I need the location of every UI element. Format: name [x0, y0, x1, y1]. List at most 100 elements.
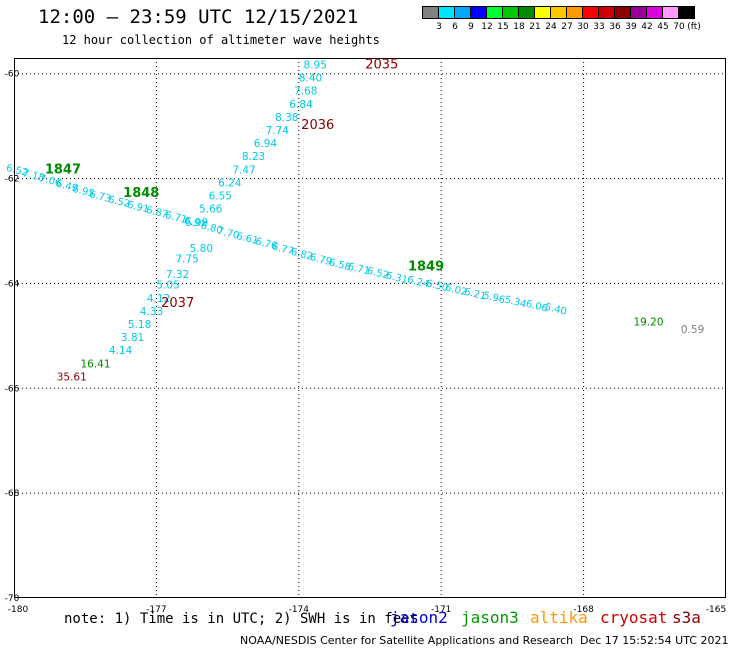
swh-value-label: 7.32 [166, 269, 189, 281]
swh-value-label: 19.20 [633, 316, 663, 328]
footer-note: note: 1) Time is in UTC; 2) SWH is in fe… [64, 611, 419, 627]
longitude-tick-label: -165 [706, 605, 726, 615]
color-legend-tick: 70 [673, 22, 685, 32]
color-swatch [662, 6, 679, 19]
swh-value-label: 6.87 [145, 205, 169, 221]
pass-time-label: 2035 [365, 57, 398, 72]
color-legend-tick: 24 [545, 22, 557, 32]
pass-time-label: 2037 [161, 296, 194, 311]
pass-time-label: 1849 [408, 259, 444, 274]
latitude-tick-label: -70 [5, 594, 20, 604]
swh-value-label: 6.24 [406, 275, 430, 291]
color-swatch [630, 6, 647, 19]
swh-value-label: 6.95 [71, 184, 95, 200]
swh-value-label: 8.40 [299, 73, 322, 85]
swh-value-label: 16.41 [80, 358, 110, 370]
satellite-legend-altika: altika [530, 608, 588, 627]
swh-value-label: 5.34 [503, 294, 527, 310]
color-swatch [614, 6, 631, 19]
generation-timestamp: Dec 17 15:52:54 UTC 2021 [580, 634, 729, 647]
color-legend-ticks: 3 6 9 12 15 18 21 24 27 30 33 36 39 42 45 70 (ft) [422, 22, 740, 36]
color-legend-tick: 39 [625, 22, 637, 32]
swh-value-label: 4.14 [109, 345, 133, 357]
satellite-legend-cryosat: cryosat [600, 608, 668, 627]
pass-time-label: 2036 [301, 118, 334, 133]
swh-value-label: 6.82 [290, 247, 314, 263]
color-swatch [502, 6, 519, 19]
swh-value-label: 6.21 [463, 287, 487, 303]
swh-value-label: 8.23 [242, 151, 265, 163]
swh-value-label: 7.75 [175, 253, 198, 265]
latitude-tick-label: -68 [5, 489, 20, 499]
swh-value-label: 6.49 [55, 179, 79, 195]
swh-value-label: 8.38 [275, 112, 298, 124]
color-legend-tick: 6 [452, 22, 458, 32]
swh-value-label: 0.59 [681, 324, 704, 336]
swh-value-label: 8.95 [304, 59, 327, 71]
map-title: 12:00 – 23:59 UTC 12/15/2021 [38, 6, 359, 28]
color-swatch [582, 6, 599, 19]
color-legend-unit: (ft) [687, 22, 701, 32]
swh-value-label: 6.52 [366, 266, 390, 282]
pass-time-label: 1847 [45, 162, 81, 177]
color-legend-tick: 12 [481, 22, 493, 32]
swh-value-label: 6.58 [328, 257, 352, 273]
swh-value-label: 5.40 [544, 302, 568, 318]
color-legend-tick: 45 [657, 22, 669, 32]
pass-time-label: 1848 [123, 186, 159, 201]
color-swatch [646, 6, 663, 19]
swh-value-label: 5.05 [156, 280, 179, 292]
swh-value-label: 6.52 [107, 194, 131, 210]
longitude-tick-label: -168 [573, 605, 594, 615]
swh-value-label: 7.70 [216, 226, 240, 242]
swh-value-label: 5.18 [128, 319, 151, 331]
color-swatch [422, 6, 439, 19]
color-legend-tick: 42 [641, 22, 653, 32]
color-swatch [550, 6, 567, 19]
longitude-tick-label: -177 [146, 605, 166, 615]
swh-value-label: 6.06 [525, 299, 549, 315]
swh-value-label: 6.02 [444, 282, 468, 298]
color-swatch [566, 6, 583, 19]
longitude-tick-label: -180 [8, 605, 29, 615]
swh-value-label: 6.94 [254, 138, 278, 150]
latitude-tick-label: -62 [5, 175, 20, 185]
color-legend-tick: 15 [497, 22, 509, 32]
swh-value-label: 5.66 [199, 204, 223, 216]
swh-value-label: 6.71 [164, 210, 188, 226]
swh-value-label: 6.55 [209, 191, 232, 203]
map-frame [14, 58, 726, 598]
swh-value-label: 7.06 [38, 173, 62, 189]
swh-value-label: 6.76 [254, 236, 278, 252]
color-swatch [534, 6, 551, 19]
color-legend-tick: 36 [609, 22, 621, 32]
color-legend-tick: 3 [436, 22, 442, 32]
swh-value-label: 7.47 [232, 164, 255, 176]
credit-text: NOAA/NESDIS Center for Satellite Applica… [240, 634, 574, 647]
swh-value-label: 4.33 [140, 306, 163, 318]
longitude-tick-label: -174 [289, 605, 310, 615]
color-swatch [598, 6, 615, 19]
swh-value-label: 35.61 [57, 371, 87, 383]
satellite-legend-jason3: jason3 [461, 608, 519, 627]
swh-value-label: 6.79 [309, 252, 333, 268]
color-legend-tick: 9 [468, 22, 474, 32]
color-legend-tick: 27 [561, 22, 573, 32]
color-swatch [518, 6, 535, 19]
color-swatch [470, 6, 487, 19]
swh-value-label: 7.68 [294, 86, 317, 98]
latitude-tick-label: -64 [5, 279, 20, 289]
color-swatch [438, 6, 455, 19]
swh-value-label: 7.18 [21, 168, 45, 184]
longitude-tick-label: -171 [431, 605, 451, 615]
swh-value-label: 3.81 [121, 332, 144, 344]
swh-value-label: 6.50 [425, 278, 449, 294]
latitude-tick-label: -60 [5, 70, 20, 80]
swh-value-label: 6.31 [385, 270, 409, 286]
color-legend-tick: 21 [529, 22, 541, 32]
satellite-legend-jason2: jason2 [390, 608, 448, 627]
swh-value-label: 5.96 [482, 290, 506, 306]
swh-value-label: 6.71 [347, 261, 371, 277]
wave-height-map: -180 -177 -174 -171 -168 -165 -60 -62 -64 -66 -68 -… [5, 57, 727, 615]
swh-value-label: 6.61 [235, 231, 259, 247]
